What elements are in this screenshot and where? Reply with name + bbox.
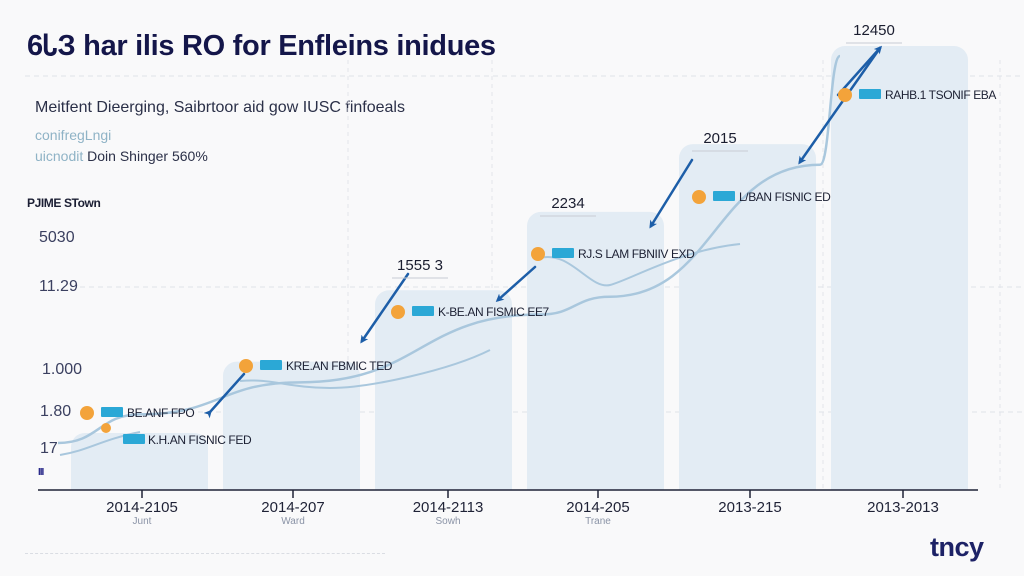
annotation-label: L/BAN FISNIC ED [739, 190, 831, 204]
bar-base [831, 470, 968, 490]
x-tick-sublabel: Sowh [435, 516, 460, 527]
data-point-marker [391, 305, 405, 319]
annotation-label: RAHB.1 TSONIF EBA [885, 88, 996, 102]
y-tick-label: 1.80 [40, 403, 72, 420]
trend-arrow [836, 45, 882, 97]
value-label: 2234 [551, 195, 584, 212]
chart-note-2-prefix: uicnodit [35, 148, 84, 164]
chart-subtitle: Meitfent Dieerging, Saibrtoor aid gow IU… [35, 99, 405, 116]
bar-base [375, 470, 512, 490]
annotation-label: KRE.AN FBMIC TED [286, 359, 393, 373]
chart-note-1: conifregLngi [35, 127, 112, 143]
y-axis-title: PJIME STown [27, 196, 101, 210]
value-label: 12450 [853, 22, 895, 39]
chart-note-2: uicnodit Doin Shinger 560% [35, 148, 208, 164]
data-point-marker [692, 190, 706, 204]
footer-divider [25, 553, 385, 554]
x-tick-label: 2014-205 [566, 499, 629, 516]
trend-line [57, 54, 842, 445]
x-tick-label: 2014-207 [261, 499, 324, 516]
annotation-label: RJ.S LAM FBNIIV EXD [578, 247, 695, 261]
bar [527, 211, 664, 490]
data-point-marker [838, 88, 852, 102]
bar-base [527, 470, 664, 490]
data-point-marker [80, 406, 94, 420]
tag-icon [859, 89, 881, 99]
x-tick-label: 2014-2105 [106, 499, 178, 516]
bar-base [223, 470, 360, 490]
annotation-label: K-BE.AN FISMIC EE7 [438, 305, 550, 319]
chart-title: 6ᏓЗ har ilis RO for Enfleins inidues [27, 30, 496, 62]
bar-base [71, 470, 208, 490]
x-tick-sublabel: Junt [133, 516, 152, 527]
trend-arrow [360, 272, 410, 344]
bar [831, 46, 968, 490]
tag-icon [552, 248, 574, 258]
y-axis-marker: III [38, 467, 44, 478]
y-tick-label: 11.29 [39, 278, 78, 295]
x-tick-label: 2014-2113 [413, 499, 484, 516]
bar-base [679, 470, 816, 490]
value-label: 2015 [703, 130, 736, 147]
trend-layer [57, 54, 842, 456]
trend-line-secondary [239, 349, 491, 390]
bar [679, 144, 816, 490]
brand-logo: tncy [930, 532, 984, 562]
x-tick-label: 2013-2013 [867, 499, 939, 516]
bar [375, 290, 512, 490]
trend-arrow [798, 46, 882, 165]
data-point-marker [101, 423, 111, 433]
y-tick-label: 17 [40, 440, 58, 457]
annotation-label: BE.ANF FPO [127, 406, 194, 420]
y-tick-label: 5030 [39, 229, 75, 246]
annotation-layer: 1555 3 2234 2015 12450 BE.ANF FPO KRE.AN FBMI… [80, 22, 997, 447]
x-tick-sublabel: Ward [281, 516, 305, 527]
bar [223, 361, 360, 490]
tag-icon [260, 360, 282, 370]
tag-icon [101, 407, 123, 417]
value-label: 1555 3 [397, 257, 443, 274]
tag-icon [713, 191, 735, 201]
trend-arrow [649, 158, 694, 229]
x-tick-sublabel: Trane [585, 516, 611, 527]
annotation-label: K.H.AN FISNIC FED [148, 433, 252, 447]
y-tick-label: 1.000 [42, 361, 83, 378]
tag-icon [412, 306, 434, 316]
data-point-marker [239, 359, 253, 373]
trend-arrow [495, 265, 537, 302]
trend-arrow [203, 372, 246, 419]
arrow-layer [203, 45, 882, 419]
chart-note-2-text: Doin Shinger 560% [87, 148, 208, 164]
bar-layer [71, 46, 968, 490]
data-point-marker [531, 247, 545, 261]
tag-icon [123, 434, 145, 444]
x-tick-label: 2013-215 [718, 499, 781, 516]
trend-line-secondary [539, 243, 741, 287]
